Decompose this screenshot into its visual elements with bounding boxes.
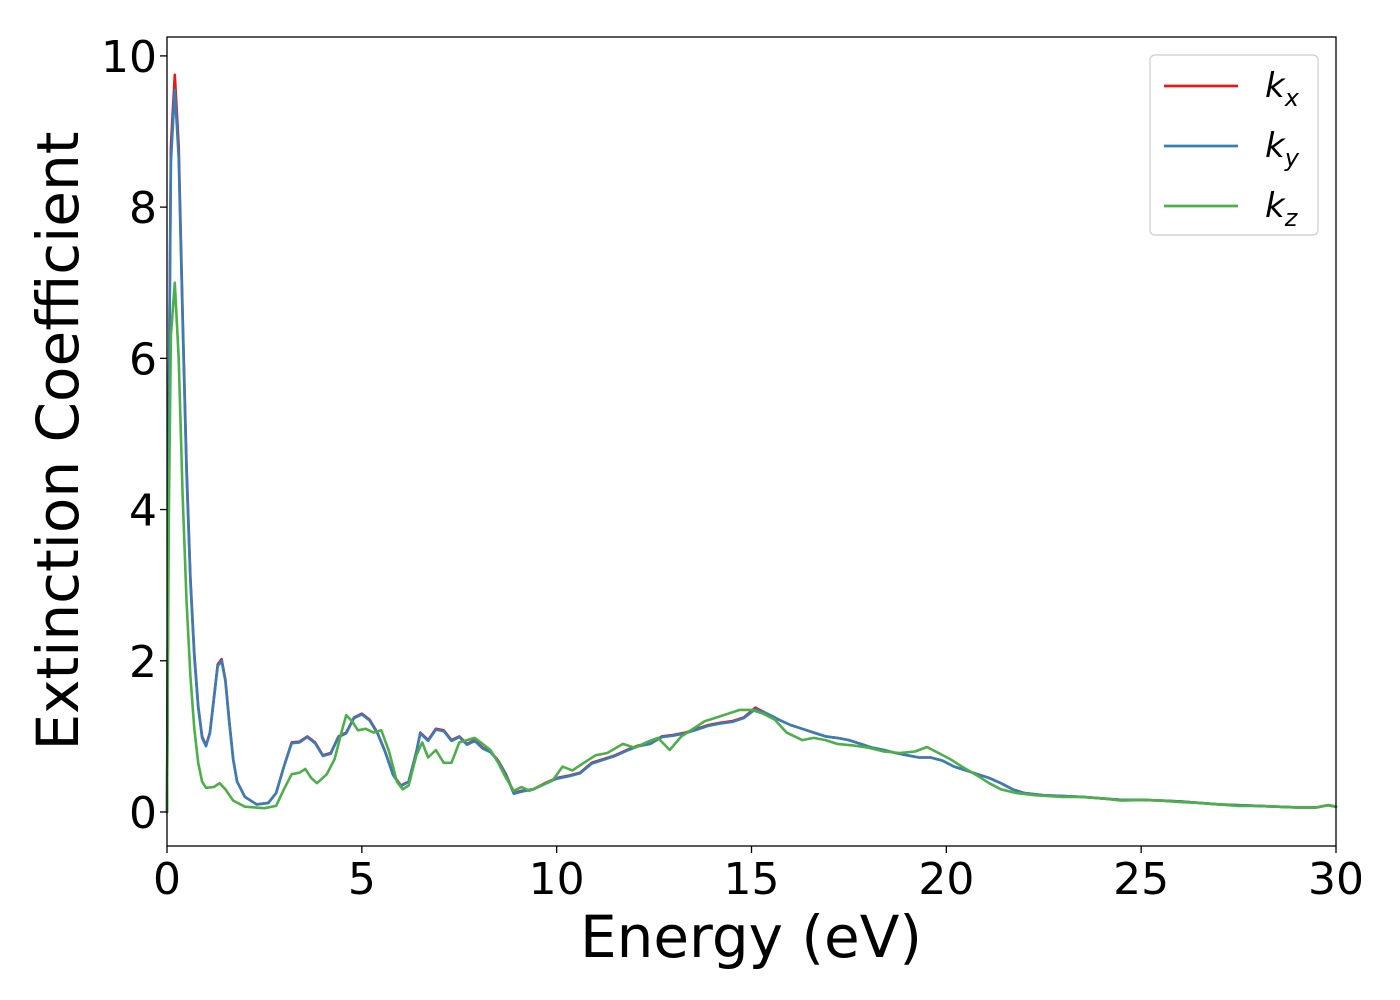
x-axis-ticks: 0 5 10 15 20 25 30: [153, 846, 1364, 905]
series-line-kz: [165, 281, 1338, 814]
x-tick-label: 5: [348, 854, 376, 905]
legend-label-subscript: y: [1284, 144, 1300, 172]
y-tick-label: 6: [129, 334, 157, 385]
series-lines: [165, 73, 1338, 814]
x-tick-label: 20: [918, 854, 974, 905]
y-tick-label: 4: [129, 486, 157, 537]
x-tick-label: 25: [1113, 854, 1169, 905]
legend-label-subscript: z: [1284, 204, 1299, 232]
legend-label-ky: ky: [1265, 126, 1300, 172]
legend-label-kz: kz: [1265, 186, 1299, 232]
y-axis-title: Extinction Coefficient: [24, 132, 92, 751]
x-tick-label: 0: [153, 854, 181, 905]
x-tick-label: 10: [529, 854, 585, 905]
y-axis-ticks: 0 2 4 6 8 10: [101, 32, 167, 839]
y-tick-label: 2: [129, 637, 157, 688]
legend-label-main: k: [1265, 186, 1286, 226]
y-tick-label: 8: [129, 183, 157, 234]
y-tick-label: 10: [101, 32, 157, 83]
x-tick-label: 15: [724, 854, 780, 905]
legend-label-subscript: x: [1284, 84, 1300, 112]
x-axis-title: Energy (eV): [580, 903, 922, 971]
legend-label-kx: kx: [1265, 66, 1300, 112]
y-tick-label: 0: [129, 788, 157, 839]
x-tick-label: 30: [1308, 854, 1364, 905]
legend-label-main: k: [1265, 126, 1286, 166]
legend-label-main: k: [1265, 66, 1286, 106]
